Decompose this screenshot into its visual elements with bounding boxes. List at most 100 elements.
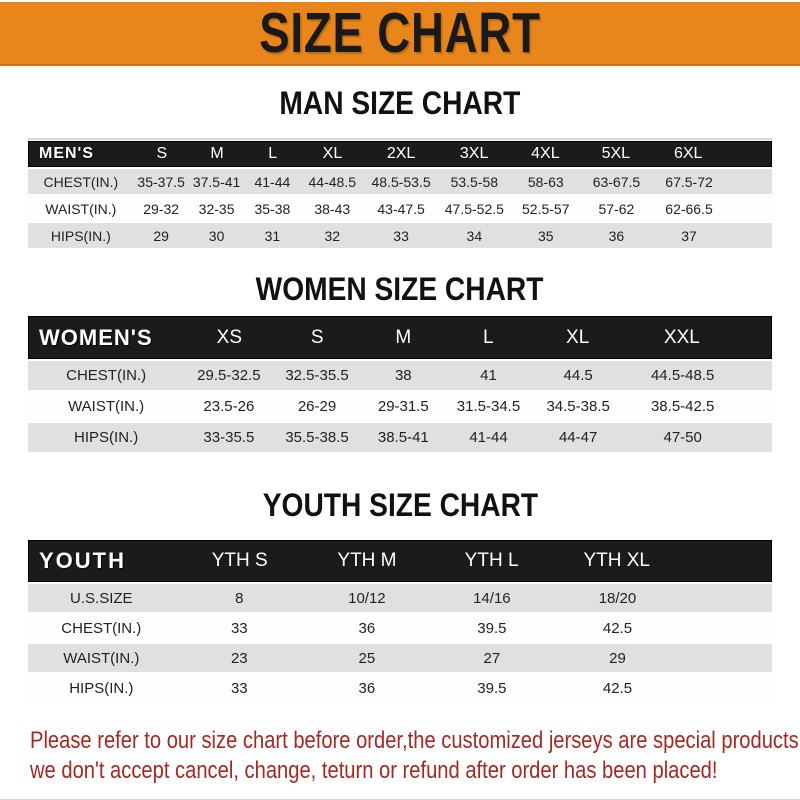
value-cell: YTH XL <box>583 550 651 571</box>
footer-disclaimer: Please refer to our size chart before or… <box>30 726 800 786</box>
value-cell: XS <box>216 326 242 348</box>
value-cell: 32 <box>324 227 341 244</box>
men-size-table: MEN'S S M L XL 2XL 3XL 4XL 5XL 6XL CHEST(IN.) 35-37… <box>28 138 772 248</box>
value-cell: 29 <box>609 649 626 667</box>
row-label-cell: WAIST(IN.) <box>68 398 145 415</box>
value-cell: 8 <box>235 589 244 607</box>
value-cell: 27 <box>483 649 501 667</box>
value-cell: 5XL <box>601 145 631 162</box>
value-cell: S <box>156 145 168 162</box>
table-row: HIPS(IN.) 33 36 39.5 42.5 <box>28 674 772 702</box>
value-cell: 32-35 <box>198 200 235 217</box>
value-cell: 57-62 <box>598 200 635 217</box>
row-label-cell: HIPS(IN.) <box>69 679 134 697</box>
youth-section-heading: YOUTH SIZE CHART <box>0 488 800 522</box>
value-cell: 37 <box>681 227 697 244</box>
value-cell: 62-66.5 <box>665 200 713 217</box>
table-row: WAIST(IN.) 29-32 32-35 35-38 38-43 43-47.5 47.… <box>28 196 772 221</box>
row-label-cell: CHEST(IN.) <box>43 173 119 190</box>
value-cell: 35-38 <box>254 200 291 217</box>
value-cell: 33 <box>230 679 248 697</box>
value-cell: 44-47 <box>558 429 598 446</box>
row-label-cell: WAIST(IN.) <box>63 649 140 667</box>
value-cell: 10/12 <box>348 589 386 607</box>
value-cell: 33 <box>393 227 409 244</box>
value-cell: 35 <box>537 227 554 244</box>
row-label-cell: CHEST(IN.) <box>61 619 142 637</box>
row-label-cell: MEN'S <box>39 145 95 162</box>
value-cell: 2XL <box>386 145 416 162</box>
value-cell: 36 <box>608 227 625 244</box>
men-section-heading-text: MAN SIZE CHART <box>279 85 521 121</box>
value-cell: S <box>310 326 324 348</box>
value-cell: L <box>268 145 278 162</box>
youth-size-table: YOUTH YTH S YTH M YTH L YTH XL U.S.SIZE 8 10/12… <box>28 540 772 702</box>
value-cell: 29 <box>153 227 169 244</box>
value-cell: 47-50 <box>663 429 702 446</box>
value-cell: 36 <box>358 679 376 697</box>
row-label-cell: HIPS(IN.) <box>50 227 111 244</box>
value-cell: 48.5-53.5 <box>371 173 431 190</box>
value-cell: 35.5-38.5 <box>285 429 349 446</box>
table-row: HIPS(IN.) 29 30 31 32 33 34 35 36 37 <box>28 223 772 248</box>
value-cell: 23.5-26 <box>203 398 255 415</box>
row-label-cell: HIPS(IN.) <box>74 429 139 446</box>
value-cell: 14/16 <box>473 589 511 607</box>
table-row: WAIST(IN.) 23.5-26 26-29 29-31.5 31.5-34.5 34… <box>28 392 772 421</box>
table-row: HIPS(IN.) 33-35.5 35.5-38.5 38.5-41 41-44 44-… <box>28 423 772 452</box>
value-cell: 33 <box>230 619 248 637</box>
table-header-row: WOMEN'S XS S M L XL XXL <box>28 316 772 359</box>
women-section-heading-text: WOMEN SIZE CHART <box>256 271 544 307</box>
value-cell: M <box>210 145 224 162</box>
value-cell: 23 <box>230 649 248 667</box>
table-row: WAIST(IN.) 23 25 27 29 <box>28 644 772 672</box>
table-row: U.S.SIZE 8 10/12 14/16 18/20 <box>28 584 772 612</box>
value-cell: 4XL <box>531 145 560 162</box>
value-cell: 41 <box>480 367 497 384</box>
value-cell: 38-43 <box>314 200 351 217</box>
value-cell: 25 <box>358 649 376 667</box>
banner-title: SIZE CHART <box>259 1 541 65</box>
table-row: CHEST(IN.) 29.5-32.5 32.5-35.5 38 41 44.5 44.5… <box>28 361 772 390</box>
value-cell: M <box>395 326 412 348</box>
value-cell: 38.5-42.5 <box>650 398 715 415</box>
row-label-cell: CHEST(IN.) <box>66 367 147 384</box>
youth-section-heading-text: YOUTH SIZE CHART <box>262 487 538 523</box>
row-label-cell: WAIST(IN.) <box>45 200 117 217</box>
value-cell: 39.5 <box>477 679 507 697</box>
value-cell: 58-63 <box>527 173 564 190</box>
value-cell: 35-37.5 <box>137 173 185 190</box>
table-row: CHEST(IN.) 33 36 39.5 42.5 <box>28 614 772 642</box>
value-cell: 36 <box>358 619 376 637</box>
value-cell: 41-44 <box>469 429 508 446</box>
value-cell: 37.5-41 <box>192 173 241 190</box>
value-cell: 6XL <box>673 145 703 162</box>
women-section-heading: WOMEN SIZE CHART <box>0 272 800 306</box>
value-cell: 30 <box>208 227 225 244</box>
value-cell: 44.5 <box>563 367 593 384</box>
value-cell: 43-47.5 <box>377 200 425 217</box>
value-cell: 31.5-34.5 <box>456 398 521 415</box>
value-cell: 34.5-38.5 <box>546 398 610 415</box>
value-cell: 67.5-72 <box>665 173 713 190</box>
women-size-table: WOMEN'S XS S M L XL XXL CHEST(IN.) 29.5-32.5 32.5… <box>28 316 772 452</box>
value-cell: 38 <box>394 367 412 384</box>
value-cell: 29-31.5 <box>377 398 429 415</box>
value-cell: XL <box>566 326 590 348</box>
value-cell: YTH S <box>211 550 268 571</box>
value-cell: 33-35.5 <box>203 429 255 446</box>
value-cell: 47.5-52.5 <box>444 200 504 217</box>
value-cell: 32.5-35.5 <box>285 367 349 384</box>
row-label-cell: U.S.SIZE <box>70 589 133 607</box>
value-cell: 38.5-41 <box>377 429 429 446</box>
row-label-cell: YOUTH <box>39 548 126 573</box>
value-cell: L <box>482 326 494 348</box>
footer-disclaimer-line2: we don't accept cancel, change, teturn o… <box>30 757 718 784</box>
table-header-row: YOUTH YTH S YTH M YTH L YTH XL <box>28 540 772 582</box>
value-cell: 44-48.5 <box>308 173 356 190</box>
men-section-heading: MAN SIZE CHART <box>0 86 800 120</box>
value-cell: XL <box>322 145 343 162</box>
value-cell: 26-29 <box>297 398 337 415</box>
value-cell: 41-44 <box>254 173 291 190</box>
value-cell: 52.5-57 <box>522 200 570 217</box>
